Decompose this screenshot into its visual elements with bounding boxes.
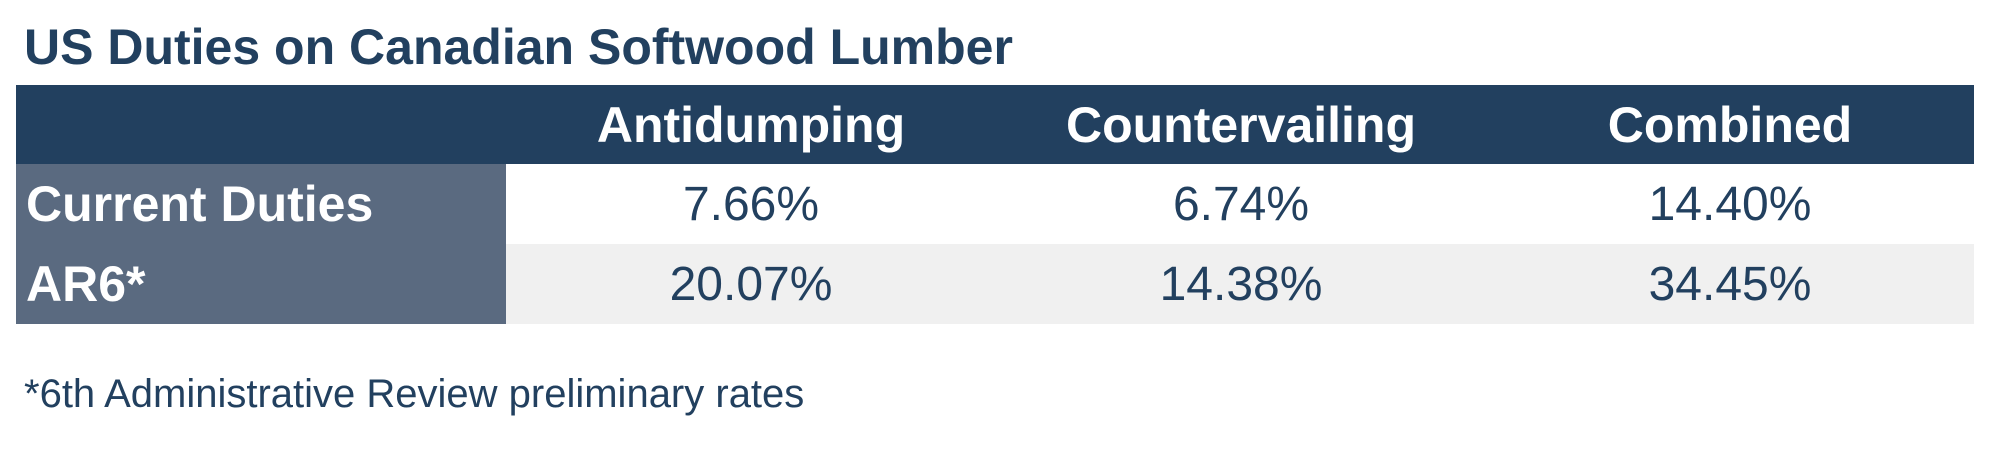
footnote: *6th Administrative Review preliminary r… xyxy=(24,372,805,416)
header-cell-antidumping: Antidumping xyxy=(596,96,906,153)
row-label-ar6: AR6* xyxy=(16,244,506,324)
cell-ar6-countervailing: 14.38% xyxy=(996,244,1486,324)
header-cell-combined: Combined xyxy=(1607,96,1853,153)
cell-current-antidumping: 7.66% xyxy=(506,164,996,244)
row-label-current-duties: Current Duties xyxy=(16,164,506,244)
header-cell-countervailing: Countervailing xyxy=(1065,96,1417,153)
header-cell-corner xyxy=(16,85,506,164)
cell-current-combined: 14.40% xyxy=(1486,164,1974,244)
duties-table: Antidumping Countervailing Combined Curr… xyxy=(16,85,1974,324)
cell-current-countervailing: 6.74% xyxy=(996,164,1486,244)
table-row-ar6: AR6* 20.07% 14.38% 34.45% xyxy=(16,244,1974,324)
table-row-current-duties: Current Duties 7.66% 6.74% 14.40% xyxy=(16,164,1974,244)
cell-ar6-antidumping: 20.07% xyxy=(506,244,996,324)
cell-ar6-combined: 34.45% xyxy=(1486,244,1974,324)
table-title: US Duties on Canadian Softwood Lumber xyxy=(24,19,1013,75)
header-row: Antidumping Countervailing Combined xyxy=(16,85,1974,164)
